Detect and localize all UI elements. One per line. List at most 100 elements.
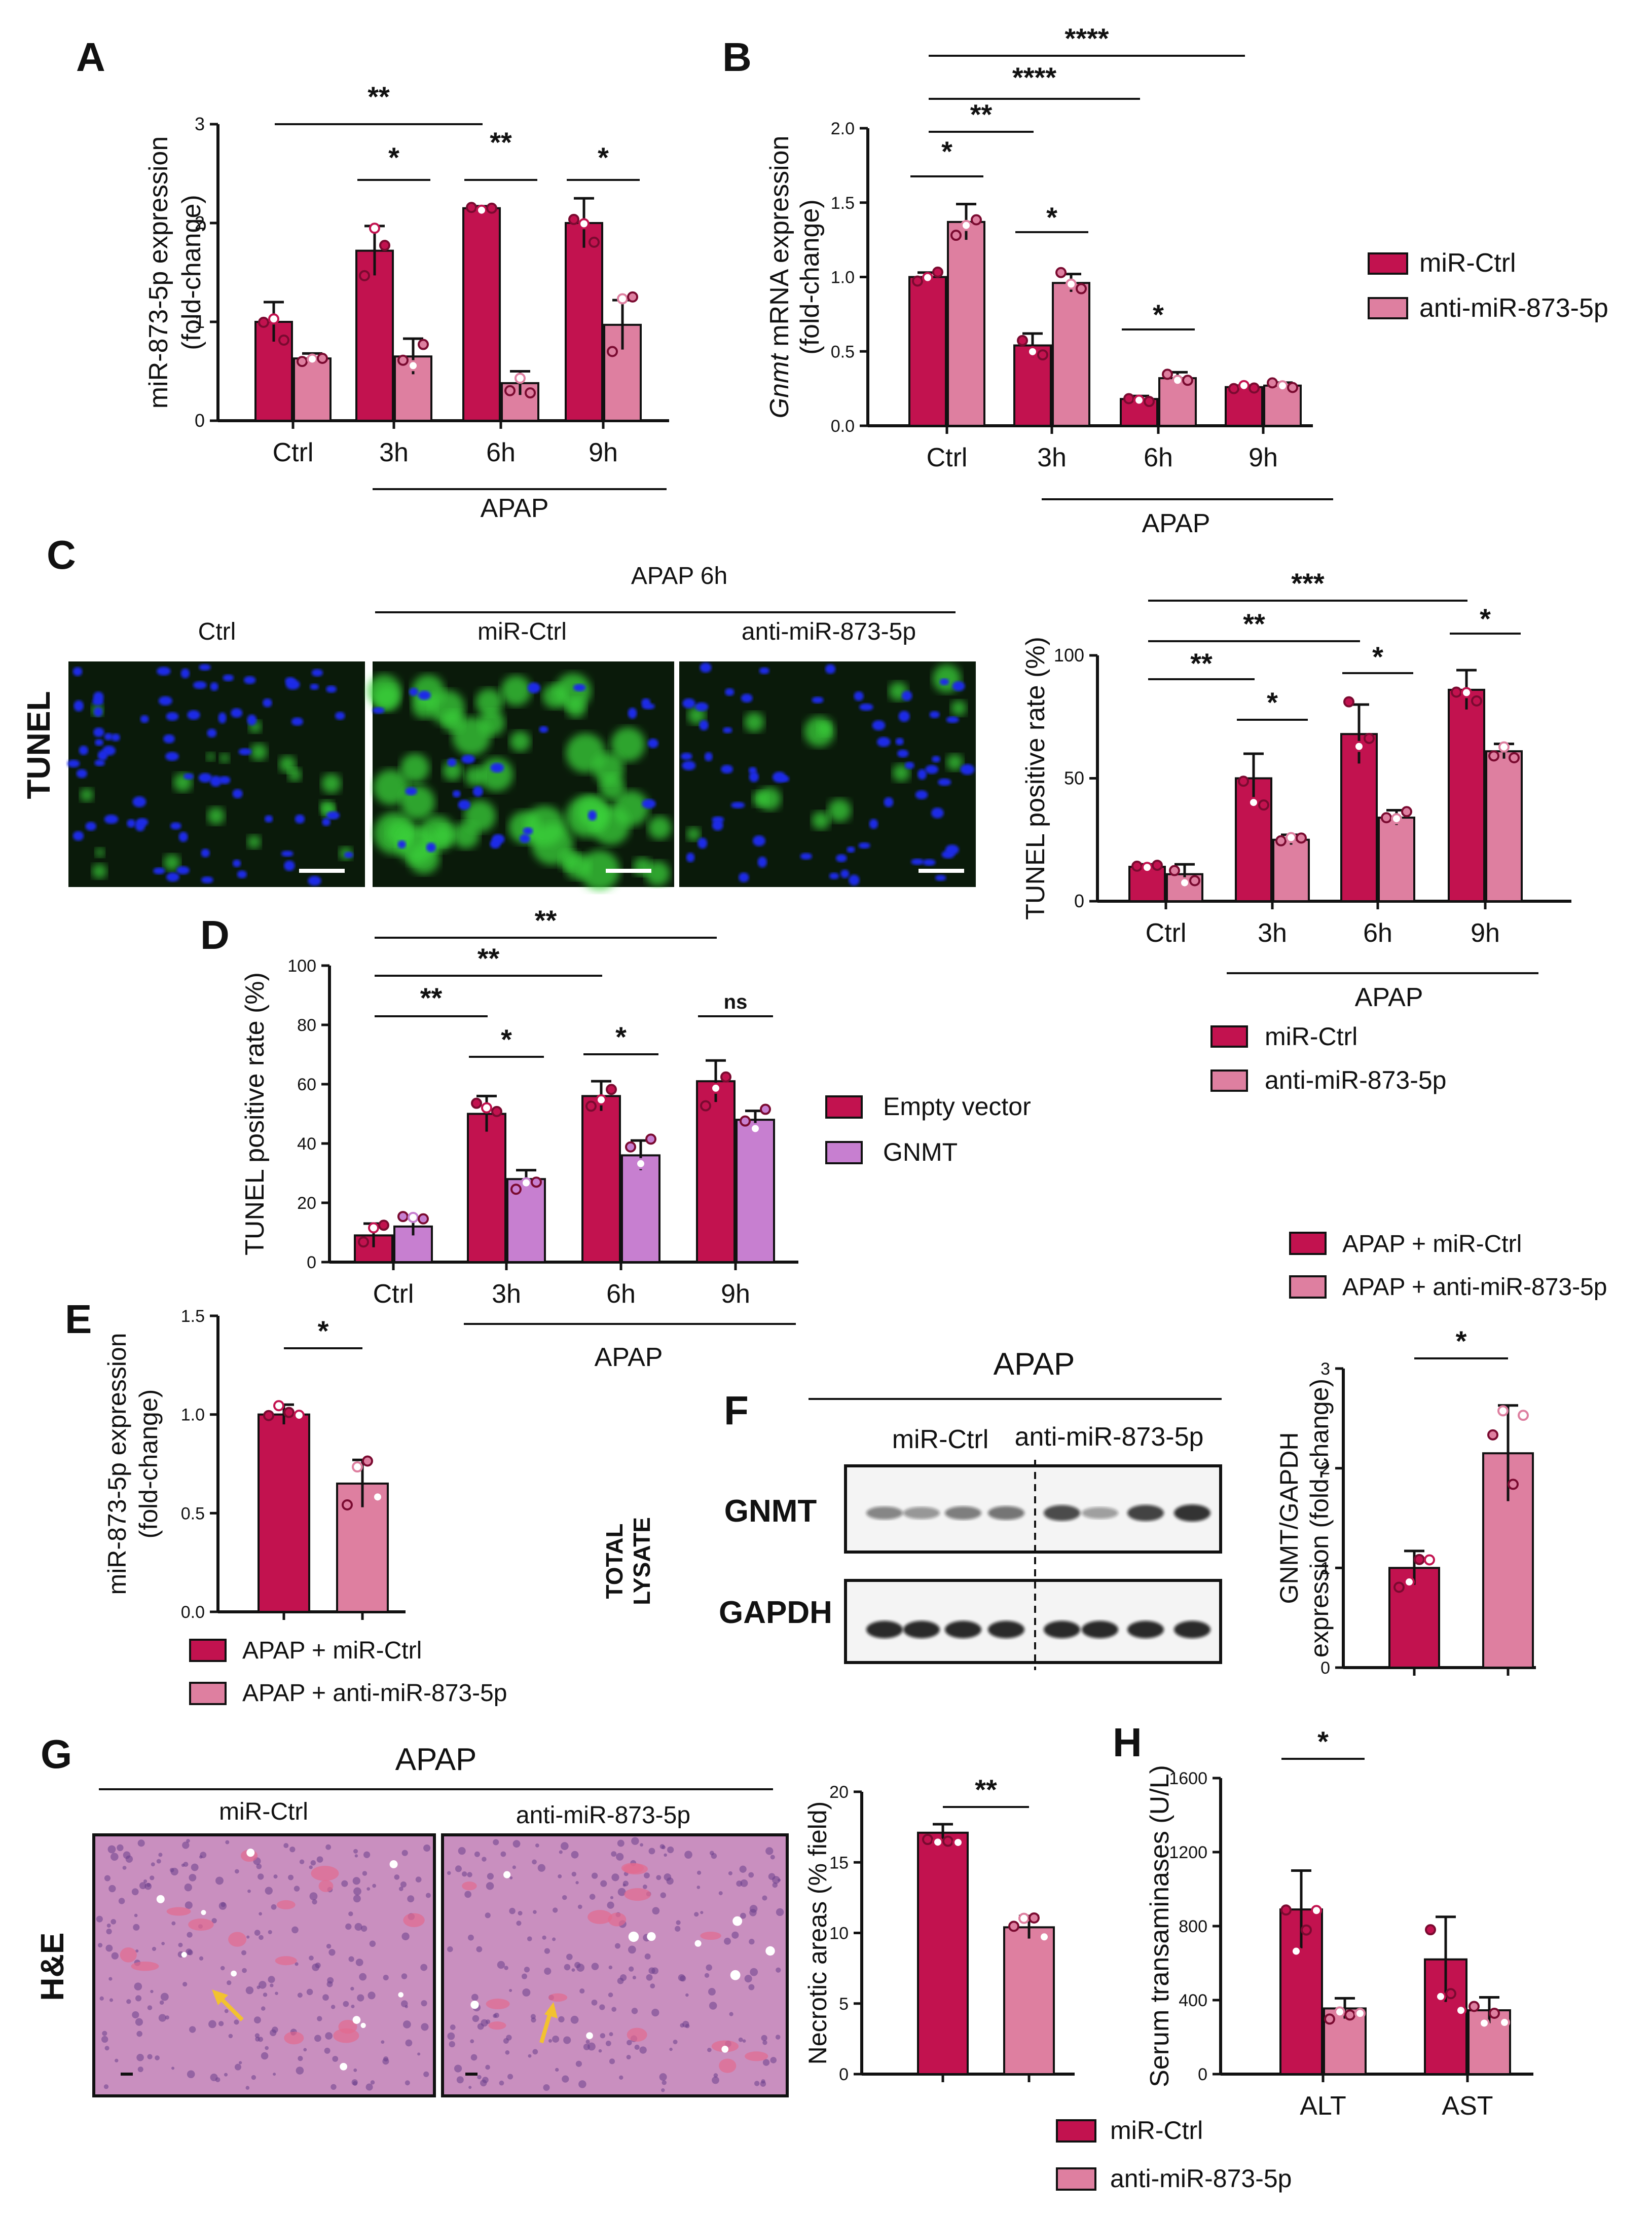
tissue-nucleus [512, 1840, 521, 1848]
nucleus [237, 870, 247, 878]
nucleus [721, 764, 733, 774]
bar-C-2-1-point-1 [1391, 813, 1402, 825]
tissue-nucleus [160, 1992, 169, 2001]
tissue-lumen [732, 1916, 743, 1926]
tissue-nucleus [353, 2068, 357, 2072]
tissue-lumen [360, 2022, 366, 2028]
y-tick-label-E-1: 0.5 [181, 1504, 205, 1523]
tunel-positive-cell [219, 753, 230, 763]
nucleus [285, 679, 300, 690]
tissue-nucleus [261, 2052, 269, 2060]
band [1174, 1504, 1210, 1522]
tissue-nucleus [354, 1854, 358, 1858]
blot-band-label-gnmt: GNMT [724, 1494, 817, 1529]
he-image-mirctrl-texture [96, 1838, 431, 2091]
tunel-positive-cell [611, 727, 645, 762]
tissue-nucleus [220, 1966, 225, 1971]
bar-F-0-point-3 [1424, 1554, 1435, 1566]
significance-label-A-0: ** [368, 81, 390, 113]
tissue-nucleus [472, 2015, 480, 2022]
bar-B-0-0-point-2 [932, 266, 943, 278]
nucleus [166, 712, 179, 721]
bar-B-2-0-point-1 [1133, 394, 1145, 406]
tunel-image-ctrl [68, 661, 365, 887]
tissue-nucleus [744, 1975, 752, 1983]
tunel-positive-cell [412, 675, 445, 708]
tissue-nucleus [150, 1875, 155, 1880]
band [988, 1620, 1024, 1639]
y-tick-label-B-0: 0.0 [831, 417, 855, 436]
nucleus [207, 728, 217, 737]
bar-E-0 [258, 1413, 310, 1613]
tissue-nucleus [161, 1942, 165, 1945]
nucleus [231, 708, 243, 718]
tissue-nucleus [268, 1976, 275, 1983]
tissue-nucleus [242, 1968, 247, 1973]
tunel-positive-cell [509, 731, 531, 752]
group-label-C: APAP [1355, 983, 1423, 1012]
tissue-nucleus [369, 1940, 376, 1947]
tissue-nucleus [316, 1856, 323, 1863]
tissue-nucleus [772, 1882, 778, 1888]
tissue-nucleus [450, 2024, 456, 2030]
tissue-nucleus [447, 2032, 455, 2040]
tissue-nucleus [578, 2080, 586, 2088]
bar-D-3-0 [696, 1080, 736, 1263]
nucleus [938, 778, 951, 786]
tissue-nucleus [509, 1876, 513, 1879]
tissue-nucleus [467, 1872, 472, 1877]
tissue-nucleus [700, 1911, 704, 1914]
bar-B-3-1-point-0 [1267, 377, 1278, 389]
tissue-nucleus [708, 1988, 716, 1996]
tissue-nucleus [553, 1907, 558, 1913]
tissue-nucleus [762, 2059, 770, 2066]
nucleus [97, 750, 108, 761]
tissue-nucleus [447, 1871, 451, 1875]
nucleus [825, 664, 836, 674]
nucleus [67, 759, 80, 768]
tunel-positive-cell [80, 788, 94, 802]
nucleus [178, 832, 188, 842]
tissue-nucleus [182, 1981, 188, 1987]
tissue-nucleus [544, 1967, 552, 1975]
nucleus [265, 815, 273, 823]
tissue-nucleus [749, 1939, 755, 1945]
nucleus [322, 818, 331, 826]
tissue-lumen [721, 2046, 729, 2053]
nucleus [588, 810, 597, 821]
bar-C-3-0-point-2 [1471, 695, 1482, 707]
bar-D-3-0-point-1 [710, 1082, 721, 1094]
significance-label-H-0: * [1317, 1725, 1329, 1757]
tissue-nucleus [659, 2073, 667, 2081]
nucleus [157, 667, 171, 676]
bar-E-1-point-1 [352, 1461, 363, 1473]
bar-E-0-point-2 [283, 1407, 295, 1418]
tissue-nucleus [500, 1851, 506, 1857]
bar-D-2-1 [621, 1154, 660, 1263]
tissue-nucleus [622, 1884, 626, 1887]
chart-e: 0.0 0.5 1.0 1.5 miR-873-5p expression (fold-c… [103, 1307, 406, 1622]
tissue-nucleus [493, 1839, 499, 1846]
tissue-nucleus [628, 1945, 636, 1954]
significance-label-B-3: * [941, 135, 952, 167]
y-tick-label-G-2: 10 [829, 1924, 849, 1943]
y-tick-label-E-2: 1.0 [181, 1406, 205, 1425]
tissue-nucleus [155, 2055, 160, 2060]
bar-B-1-1-point-1 [1066, 278, 1077, 290]
y-tick-label-F-3: 3 [1320, 1359, 1330, 1379]
nucleus [904, 761, 914, 769]
tissue-nucleus [171, 1921, 176, 1926]
tissue-nucleus [713, 2073, 718, 2078]
nucleus [642, 799, 656, 809]
tissue-nucleus [770, 2057, 777, 2063]
bar-C-1-0-point-2 [1258, 799, 1269, 811]
tissue-lumen [503, 1871, 511, 1878]
tissue-nucleus [742, 2039, 746, 2043]
tissue-nucleus [516, 1921, 522, 1926]
bar-A-3-0-point-1 [578, 218, 590, 230]
tissue-nucleus [470, 2039, 474, 2044]
tissue-nucleus [482, 2077, 489, 2083]
tissue-nucleus [468, 1934, 474, 1941]
nucleus [187, 710, 200, 720]
